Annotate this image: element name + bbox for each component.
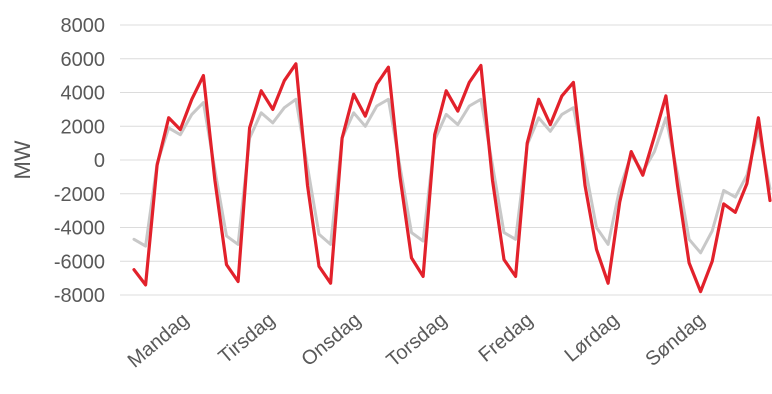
x-tick-label: Torsdag [383,309,452,372]
x-tick-label: Mandag [124,309,194,372]
y-tick-label: -8000 [54,285,105,307]
x-tick-label: Fredag [475,309,538,367]
x-tick-label: Lørdag [561,309,624,367]
series-line-1 [132,62,772,294]
gridlines [120,24,772,296]
x-tick-label: Onsdag [297,309,365,371]
y-tick-label: 0 [94,150,105,172]
y-tick-label: 4000 [61,83,106,105]
x-tick-label: Tirsdag [215,309,280,368]
y-tick-label: -4000 [54,218,105,240]
y-axis-ticks: 8000 6000 4000 2000 0 -2000 -4000 -6000 -8000 [54,15,105,307]
y-tick-label: -6000 [54,251,105,273]
x-tick-label: Søndag [641,309,709,371]
y-axis-label: MW [10,140,35,179]
y-tick-label: -2000 [54,184,105,206]
x-axis-ticks: Mandag Tirsdag Onsdag Torsdag Fredag Lørdag Sø… [124,309,710,372]
y-tick-label: 8000 [61,15,106,37]
series-line-2 [132,97,772,255]
series-lines [132,62,772,294]
y-tick-label: 2000 [61,116,106,138]
y-tick-label: 6000 [61,49,106,71]
